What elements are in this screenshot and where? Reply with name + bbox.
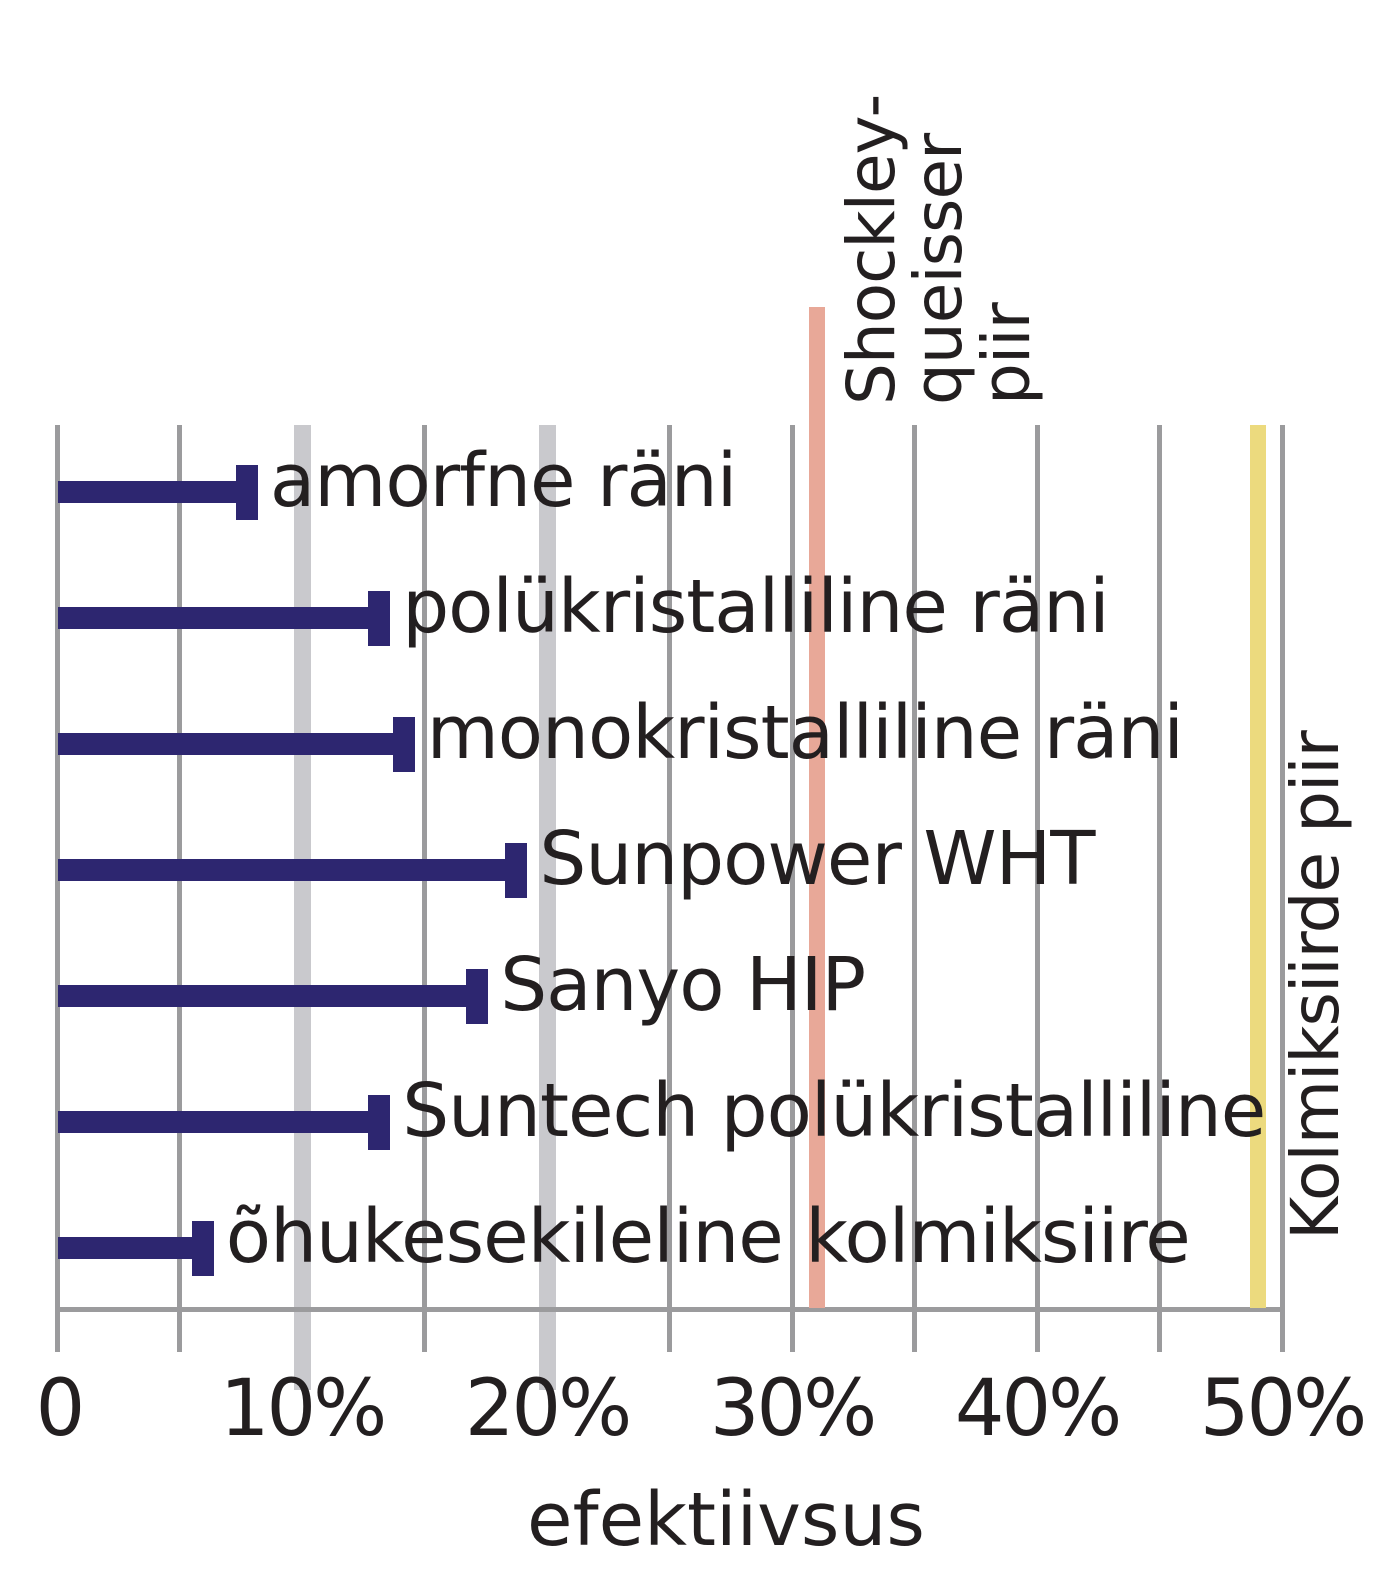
shockley-queisser-line xyxy=(808,307,825,1308)
gridline-45 xyxy=(1157,425,1162,1352)
bar-end-cap xyxy=(466,969,489,1024)
bar xyxy=(58,607,381,629)
sq-line-2: queisser xyxy=(900,133,978,405)
bar xyxy=(58,859,518,881)
shockley-queisser-label: Shockley- queisser piir xyxy=(833,94,1045,405)
x-axis-line xyxy=(55,1307,1282,1312)
gridline-5 xyxy=(177,425,182,1352)
bar xyxy=(58,733,405,755)
bar-label: Suntech polükristalliline xyxy=(402,1068,1266,1154)
triple-junction-limit-label: Kolmiksiirde piir xyxy=(1277,731,1354,1240)
bar-end-cap xyxy=(235,465,258,520)
bar-end-cap xyxy=(505,843,528,898)
bar-label: amorfne räni xyxy=(269,438,737,524)
bar-label: Sunpower WHT xyxy=(539,816,1095,902)
bar xyxy=(58,481,248,503)
x-tick-label: 40% xyxy=(954,1364,1122,1454)
gridline-40 xyxy=(1034,425,1040,1352)
bar-label: polükristalliline räni xyxy=(402,564,1109,650)
bar-end-cap xyxy=(191,1221,214,1276)
gridline-35 xyxy=(912,425,917,1352)
bar xyxy=(58,1237,204,1259)
x-tick-label: 20% xyxy=(464,1364,632,1454)
x-tick-label: 10% xyxy=(219,1364,387,1454)
gridline-50 xyxy=(1279,425,1285,1352)
bar xyxy=(58,985,479,1007)
x-tick-label: 50% xyxy=(1199,1364,1367,1454)
sq-line-3: piir xyxy=(967,303,1045,405)
bar-label: monokristalliline räni xyxy=(426,690,1184,776)
gridline-25 xyxy=(667,425,672,1352)
bar xyxy=(58,1111,381,1133)
gridline-30 xyxy=(789,425,795,1352)
triple-junction-line xyxy=(1249,425,1266,1308)
gridline-20 xyxy=(538,425,556,1390)
gridline-0 xyxy=(54,425,60,1352)
bar-label: Sanyo HIP xyxy=(500,942,866,1028)
x-axis-label: efektiivsus xyxy=(527,1477,925,1563)
sq-line-1: Shockley- xyxy=(833,94,910,405)
gridline-15 xyxy=(422,425,427,1352)
x-tick-label: 0 xyxy=(35,1364,86,1454)
bar-end-cap xyxy=(368,1095,391,1150)
bar-end-cap xyxy=(368,591,391,646)
gridline-10 xyxy=(293,425,311,1390)
bar-end-cap xyxy=(392,717,415,772)
bar-label: õhukesekileline kolmiksiire xyxy=(225,1194,1191,1280)
x-tick-label: 30% xyxy=(709,1364,877,1454)
